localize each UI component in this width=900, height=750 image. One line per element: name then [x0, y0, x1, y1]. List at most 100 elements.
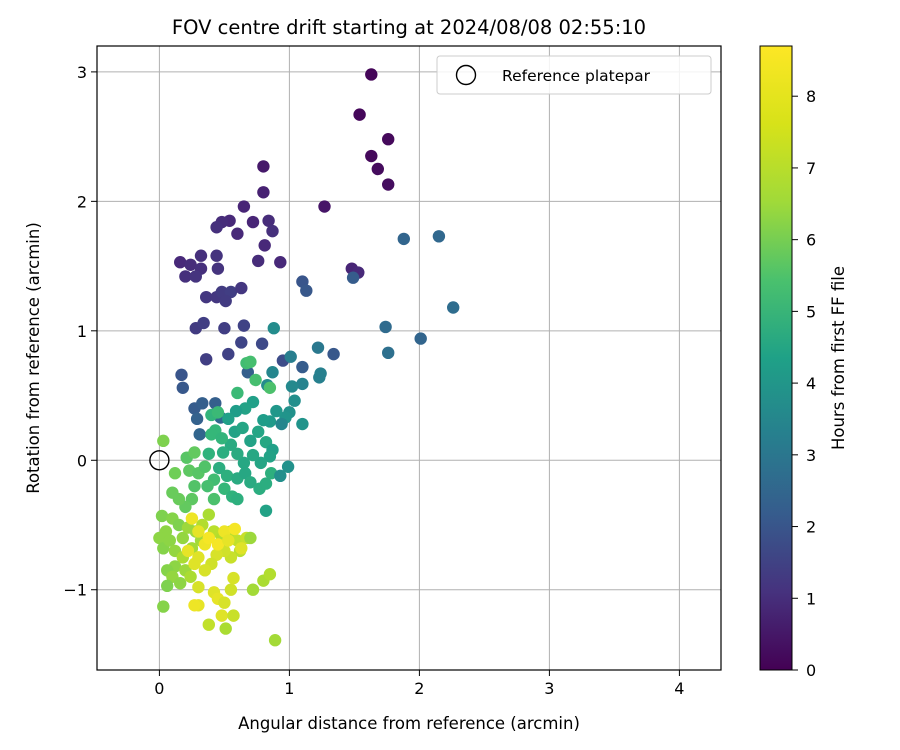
data-point [202, 447, 215, 461]
data-point [161, 579, 174, 593]
data-point [205, 428, 218, 441]
x-axis-label: Angular distance from reference (arcmin) [238, 714, 580, 733]
data-point [249, 373, 262, 387]
data-point [252, 425, 265, 438]
data-point [382, 346, 395, 360]
data-point [175, 368, 188, 382]
colorbar-tick-label: 5 [806, 302, 816, 321]
data-point [179, 270, 192, 283]
y-axis-ticks: −1 0 1 2 3 [63, 63, 97, 600]
data-point [353, 108, 366, 121]
data-point [235, 281, 248, 295]
data-point [239, 467, 252, 480]
data-point [174, 255, 187, 269]
colorbar-tick-label: 8 [806, 87, 816, 106]
data-point [200, 290, 213, 304]
data-point [168, 467, 182, 480]
data-point [318, 200, 331, 213]
data-point [257, 160, 270, 173]
x-tick-label: 1 [284, 679, 294, 698]
data-point [259, 504, 273, 517]
data-point [213, 461, 226, 475]
data-point [285, 380, 299, 393]
data-point [188, 446, 201, 459]
data-point [414, 332, 427, 345]
data-point [189, 270, 202, 283]
data-point [270, 404, 283, 418]
data-point [257, 413, 270, 427]
data-point [210, 548, 223, 561]
x-tick-label: 0 [154, 679, 164, 698]
data-point [382, 133, 395, 146]
data-point [157, 434, 170, 448]
data-point [262, 214, 275, 227]
data-point [188, 557, 201, 571]
data-point [311, 341, 325, 354]
data-point [237, 319, 251, 332]
y-axis-label: Rotation from reference (arcmin) [24, 222, 43, 494]
data-point [155, 509, 169, 523]
data-point [218, 322, 231, 335]
data-point [210, 249, 223, 262]
colorbar-label: Hours from first FF file [829, 266, 848, 450]
data-point [274, 469, 287, 483]
data-point [181, 544, 195, 558]
data-point [235, 542, 248, 555]
data-point [188, 599, 201, 612]
data-point [224, 438, 238, 451]
data-point [202, 508, 215, 521]
data-point [288, 394, 301, 407]
data-point [188, 479, 201, 493]
data-point [327, 347, 340, 361]
colorbar-tick-label: 7 [806, 159, 816, 178]
data-point [246, 215, 260, 229]
y-tick-label: 2 [77, 192, 87, 211]
reference-platepar-marker [149, 450, 170, 471]
data-point [296, 417, 309, 431]
legend: Reference platepar [436, 55, 712, 95]
data-point [224, 583, 238, 596]
data-point [184, 570, 197, 583]
data-point [231, 227, 244, 240]
data-point [201, 479, 214, 493]
data-point [207, 492, 221, 506]
data-point [231, 447, 244, 461]
colorbar-tick-label: 3 [806, 446, 816, 465]
data-point [241, 366, 254, 379]
data-point [211, 262, 225, 275]
colorbar [759, 45, 793, 671]
legend-entry-reference: Reference platepar [502, 67, 651, 85]
data-point [263, 567, 277, 581]
data-point [227, 609, 240, 622]
data-point [219, 294, 232, 308]
data-point [365, 149, 378, 163]
data-point [382, 178, 395, 191]
data-point [281, 460, 295, 473]
x-tick-label: 4 [674, 679, 684, 698]
data-point [197, 316, 210, 330]
data-point [266, 224, 279, 238]
data-point [224, 285, 238, 299]
data-point [192, 580, 205, 594]
x-tick-label: 2 [414, 679, 424, 698]
legend-box [436, 55, 712, 95]
data-point [263, 381, 277, 394]
data-point [257, 186, 270, 199]
data-point [198, 460, 212, 473]
data-point [246, 583, 260, 596]
data-point [211, 538, 225, 551]
data-point [219, 622, 232, 635]
chart-title: FOV centre drift starting at 2024/08/08 … [172, 16, 646, 39]
data-point [296, 360, 309, 374]
data-point [176, 531, 189, 545]
data-point [231, 386, 244, 400]
data-point [228, 522, 241, 536]
data-point [196, 397, 209, 410]
data-point [222, 534, 235, 547]
data-point [244, 476, 257, 489]
data-points [153, 68, 460, 647]
data-point [163, 534, 176, 547]
data-point [246, 448, 260, 462]
data-point [211, 406, 225, 419]
